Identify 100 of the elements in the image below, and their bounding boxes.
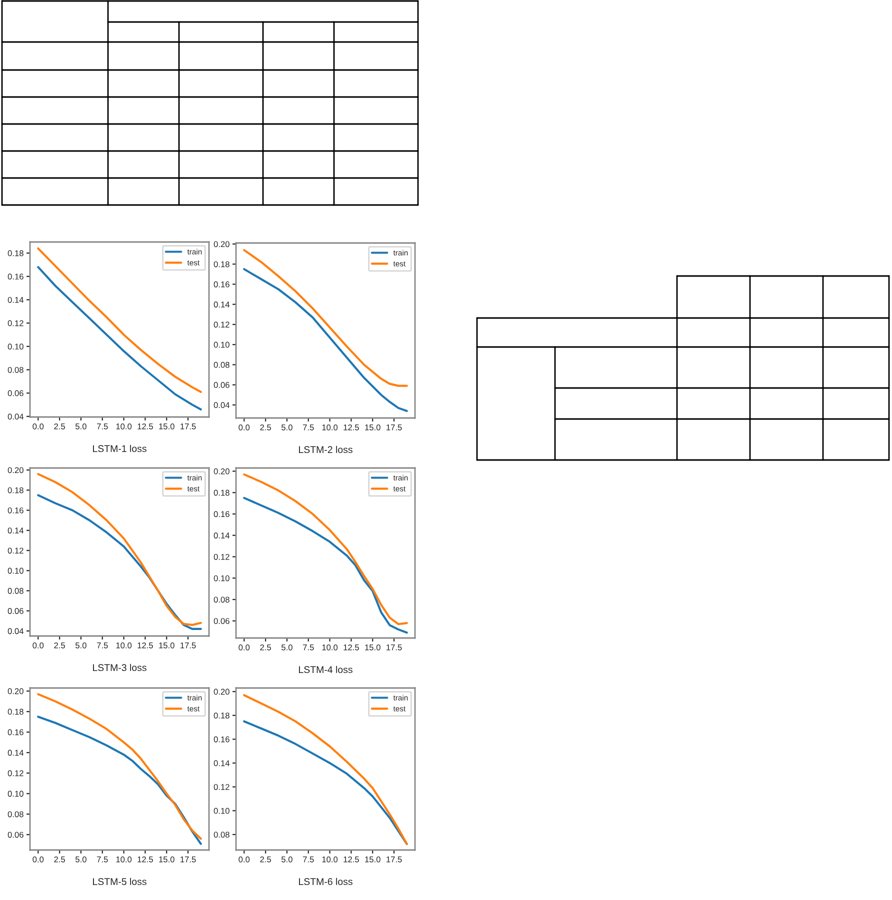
y-tick-label: 0.18 <box>8 708 24 715</box>
x-tick-label: 15.0 <box>159 642 174 648</box>
line-series <box>243 720 408 846</box>
y-tick-label: 0.12 <box>8 320 24 326</box>
line-series <box>243 268 408 412</box>
line-series <box>37 472 202 626</box>
y-tick-label: 0.06 <box>8 390 24 396</box>
y-tick-label: 0.08 <box>8 366 24 373</box>
x-axis-title: LSTM-3 loss <box>93 664 146 672</box>
y-tick-label: 0.20 <box>214 688 230 695</box>
y-tick-label: 0.16 <box>8 507 24 514</box>
line-series <box>243 496 408 634</box>
x-axis-title: LSTM-4 loss <box>299 666 352 674</box>
x-tick-label: 10.0 <box>322 424 338 430</box>
y-tick-label: 0.16 <box>214 511 230 518</box>
x-tick-label: 7.5 <box>97 856 108 862</box>
y-tick-label: 0.14 <box>214 302 230 308</box>
x-tick-label: 0.0 <box>238 644 250 650</box>
line-series <box>243 694 408 846</box>
y-tick-label: 0.12 <box>8 548 24 554</box>
x-tick-label: 5.0 <box>282 856 292 862</box>
x-axis-title: LSTM-5 loss <box>93 878 146 886</box>
x-tick-label: 12.5 <box>138 856 153 862</box>
x-axis-title: LSTM-6 loss <box>299 878 352 886</box>
x-tick-label: 10.0 <box>116 642 132 648</box>
x-tick-label: 7.5 <box>303 856 314 862</box>
x-tick-label: 0.0 <box>32 856 44 862</box>
x-tick-label: 17.5 <box>180 642 196 648</box>
y-tick-label: 0.06 <box>214 382 230 388</box>
x-tick-label: 15.0 <box>365 644 380 650</box>
y-tick-label: 0.08 <box>8 588 24 594</box>
y-tick-label: 0.06 <box>8 832 24 838</box>
y-tick-label: 0.10 <box>8 344 24 350</box>
x-tick-label: 5.0 <box>282 424 292 430</box>
line-series <box>37 247 202 393</box>
x-tick-label: 17.5 <box>180 856 196 862</box>
y-tick-label: 0.20 <box>8 467 24 474</box>
x-tick-label: 0.0 <box>238 856 250 862</box>
y-tick-label: 0.14 <box>8 296 24 303</box>
y-tick-label: 0.04 <box>8 628 24 634</box>
line-series <box>243 248 408 387</box>
x-tick-label: 15.0 <box>365 856 380 862</box>
x-tick-label: 2.5 <box>54 856 65 862</box>
y-tick-label: 0.20 <box>214 468 230 474</box>
y-tick-label: 0.18 <box>214 261 230 268</box>
y-tick-label: 0.16 <box>8 274 24 280</box>
y-tick-label: 0.18 <box>214 490 230 496</box>
x-axis-title: LSTM-2 loss <box>299 446 352 454</box>
y-tick-label: 0.14 <box>8 750 24 756</box>
line-series <box>37 693 202 840</box>
x-tick-label: 17.5 <box>386 644 402 650</box>
y-tick-label: 0.08 <box>214 832 230 838</box>
x-tick-label: 5.0 <box>76 423 86 430</box>
x-axis-title: LSTM-1 loss <box>93 444 146 452</box>
y-tick-label: 0.16 <box>214 736 230 742</box>
x-tick-label: 2.5 <box>260 644 271 650</box>
y-tick-label: 0.06 <box>8 608 24 614</box>
x-tick-label: 12.5 <box>138 423 153 430</box>
x-tick-label: 2.5 <box>260 424 271 430</box>
x-tick-label: 10.0 <box>116 856 132 862</box>
y-tick-label: 0.16 <box>8 729 24 736</box>
line-series <box>37 716 202 845</box>
x-tick-label: 15.0 <box>365 424 380 430</box>
y-tick-label: 0.12 <box>214 784 230 790</box>
y-tick-label: 0.12 <box>8 770 24 776</box>
y-tick-label: 0.08 <box>214 596 230 603</box>
y-tick-label: 0.20 <box>8 688 24 694</box>
x-tick-label: 15.0 <box>159 856 174 862</box>
x-tick-label: 17.5 <box>386 856 402 862</box>
y-tick-label: 0.04 <box>8 414 24 420</box>
y-tick-label: 0.10 <box>214 575 230 582</box>
x-tick-label: 0.0 <box>32 642 44 648</box>
x-tick-label: 5.0 <box>282 644 292 650</box>
x-tick-label: 7.5 <box>97 642 108 648</box>
x-tick-label: 10.0 <box>116 423 132 430</box>
x-tick-label: 0.0 <box>238 424 250 430</box>
y-tick-label: 0.18 <box>8 250 24 256</box>
y-tick-label: 0.04 <box>214 402 230 408</box>
y-tick-label: 0.10 <box>214 342 230 348</box>
x-tick-label: 12.5 <box>344 424 359 430</box>
x-tick-label: 10.0 <box>322 856 338 862</box>
x-tick-label: 15.0 <box>159 423 174 430</box>
x-tick-label: 17.5 <box>180 424 196 430</box>
x-tick-label: 7.5 <box>303 424 314 430</box>
x-tick-label: 2.5 <box>54 642 65 648</box>
y-tick-label: 0.18 <box>214 712 230 718</box>
y-tick-label: 0.08 <box>214 362 230 368</box>
x-tick-label: 2.5 <box>54 423 65 430</box>
x-tick-label: 12.5 <box>344 644 359 650</box>
x-tick-label: 2.5 <box>260 856 271 862</box>
y-tick-label: 0.06 <box>214 618 230 624</box>
x-tick-label: 17.5 <box>386 424 402 430</box>
x-tick-label: 5.0 <box>76 642 86 648</box>
y-tick-label: 0.16 <box>214 281 230 288</box>
x-tick-label: 7.5 <box>97 424 108 430</box>
line-series <box>243 473 408 626</box>
x-tick-label: 7.5 <box>303 644 314 650</box>
x-tick-label: 12.5 <box>344 856 359 862</box>
y-tick-label: 0.10 <box>8 568 24 574</box>
y-tick-label: 0.14 <box>214 532 230 538</box>
